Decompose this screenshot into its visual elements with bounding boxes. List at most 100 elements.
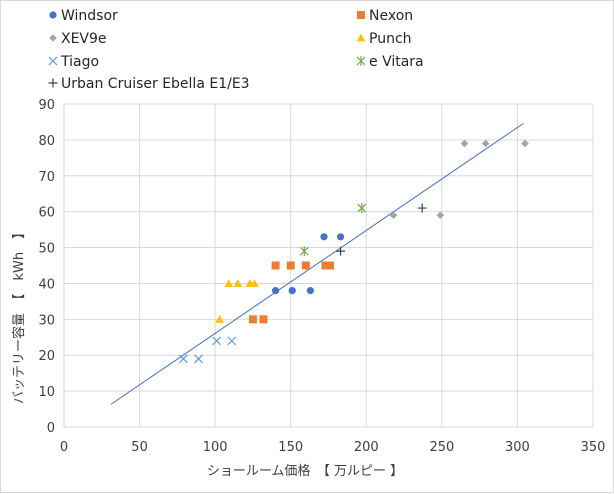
data-point xyxy=(271,261,280,270)
x-tick-label: 350 xyxy=(581,440,606,455)
data-point xyxy=(326,261,335,270)
legend: Windsor Nexon XEV9e Punch Tiago e Vitara Urban… xyxy=(48,8,424,92)
trendline-layer xyxy=(110,122,524,405)
data-point xyxy=(460,139,469,148)
legend-label: Nexon xyxy=(369,8,413,24)
marker-shape xyxy=(233,279,243,287)
legend-item: e Vitara xyxy=(356,54,424,70)
data-point xyxy=(259,315,268,324)
series-nexon xyxy=(248,261,335,324)
legend-marker xyxy=(49,11,57,19)
data-point xyxy=(178,354,188,364)
y-tick-label: 60 xyxy=(38,206,55,221)
marker-shape xyxy=(227,336,237,346)
legend-label: Windsor xyxy=(61,8,118,24)
marker-shape xyxy=(356,33,366,42)
y-tick-label: 90 xyxy=(38,98,55,113)
series-windsor xyxy=(272,233,345,295)
marker-shape xyxy=(212,336,222,346)
legend-label: Tiago xyxy=(60,54,99,70)
legend-label: Urban Cruiser Ebella E1/E3 xyxy=(61,76,250,92)
legend-marker xyxy=(356,56,366,66)
data-point xyxy=(288,287,296,295)
series-e-vitara xyxy=(299,203,367,257)
marker-shape xyxy=(215,315,225,323)
legend-label: e Vitara xyxy=(369,54,424,70)
x-tick-label: 150 xyxy=(278,440,303,455)
points-layer xyxy=(178,139,529,364)
tick-labels-layer: 0 10 20 30 40 50 60 70 80 90 0 50 100 150 200 250 300 350 xyxy=(38,98,605,455)
data-point xyxy=(306,287,314,295)
marker-shape xyxy=(356,56,366,66)
marker-shape xyxy=(481,139,490,148)
marker-shape xyxy=(336,246,346,256)
marker-shape xyxy=(326,261,335,270)
y-tick-label: 0 xyxy=(47,421,55,436)
marker-shape xyxy=(357,203,367,214)
data-point xyxy=(417,203,427,213)
x-tick-label: 250 xyxy=(429,440,454,455)
x-tick-label: 50 xyxy=(131,440,148,455)
data-point xyxy=(227,336,237,346)
data-point xyxy=(272,287,280,295)
legend-label: XEV9e xyxy=(61,31,107,47)
data-point xyxy=(212,336,222,346)
trendline xyxy=(110,122,524,405)
marker-shape xyxy=(286,261,295,270)
data-point xyxy=(299,246,309,257)
y-tick-label: 10 xyxy=(38,385,55,400)
legend-marker xyxy=(48,78,58,88)
marker-shape xyxy=(49,11,57,19)
y-axis-title: バッテリー容量 【 kWh 】 xyxy=(11,226,27,404)
data-point xyxy=(481,139,490,148)
marker-shape xyxy=(389,211,398,220)
legend-item: Nexon xyxy=(357,8,413,24)
data-point xyxy=(436,211,445,220)
marker-shape xyxy=(288,287,296,295)
marker-shape xyxy=(436,211,445,220)
data-point xyxy=(336,246,346,256)
data-point xyxy=(320,233,328,241)
marker-shape xyxy=(259,315,268,324)
y-tick-label: 30 xyxy=(38,313,55,328)
legend-marker xyxy=(49,34,57,42)
legend-item: Urban Cruiser Ebella E1/E3 xyxy=(48,76,250,92)
y-tick-label: 20 xyxy=(38,349,55,364)
data-point xyxy=(301,261,310,270)
legend-marker xyxy=(357,11,365,19)
data-point xyxy=(321,261,330,270)
y-tick-label: 40 xyxy=(38,277,55,292)
marker-shape xyxy=(357,11,365,19)
data-point xyxy=(389,211,398,220)
marker-shape xyxy=(194,354,203,364)
data-point xyxy=(194,354,203,364)
y-tick-label: 70 xyxy=(38,170,55,185)
data-point xyxy=(248,315,257,324)
series-tiago xyxy=(178,336,237,364)
legend-marker xyxy=(48,56,58,66)
data-point xyxy=(233,279,243,287)
x-tick-label: 100 xyxy=(203,440,228,455)
marker-shape xyxy=(301,261,310,270)
data-point xyxy=(250,279,259,287)
marker-shape xyxy=(49,34,57,42)
x-tick-label: 300 xyxy=(505,440,530,455)
marker-shape xyxy=(178,354,188,364)
marker-shape xyxy=(306,287,314,295)
x-axis-title: ショールーム価格 【 万ルピー 】 xyxy=(207,463,403,479)
marker-shape xyxy=(248,315,257,324)
legend-item: XEV9e xyxy=(49,31,107,47)
data-point xyxy=(521,139,529,148)
y-tick-label: 50 xyxy=(38,242,55,257)
marker-shape xyxy=(299,246,309,257)
data-point xyxy=(224,279,234,287)
marker-shape xyxy=(460,139,469,148)
y-tick-label: 80 xyxy=(38,134,55,149)
data-point xyxy=(286,261,295,270)
marker-shape xyxy=(48,56,58,66)
data-point xyxy=(336,233,345,241)
marker-shape xyxy=(417,203,427,213)
legend-item: Punch xyxy=(356,31,412,47)
